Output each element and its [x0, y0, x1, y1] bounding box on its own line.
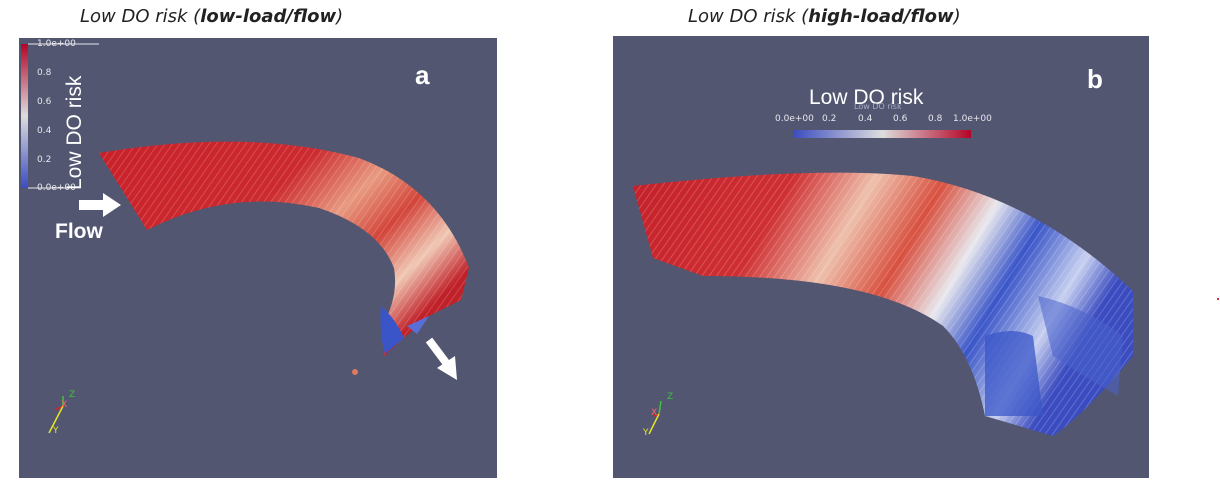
panel-b-title: Low DO risk (high-load/flow): [688, 6, 961, 27]
colorbar-a-tick: 1.0e+00: [37, 39, 76, 49]
axis-label-x-a: X: [61, 400, 68, 410]
panel-a-title: Low DO risk (low-load/flow): [80, 6, 344, 27]
axis-label-x-b: X: [651, 408, 658, 418]
panel-b-letter: b: [1087, 64, 1103, 94]
colorbar-b-tick: 0.8: [928, 114, 943, 124]
colorbar-b-subtitle: Low DO risk: [854, 102, 902, 111]
panel-a-low-risk-pocket: [380, 306, 404, 354]
axis-label-y-a: Y: [53, 426, 59, 436]
colorbar-a: [21, 44, 28, 188]
colorbar-b: [793, 130, 971, 138]
colorbar-a-title: Low DO risk: [63, 75, 86, 190]
colorbar-a-tick: 0.8: [37, 68, 52, 78]
panel-a-viewport: 1.0e+00 0.8 0.6 0.4 0.2 0.0e+00 Low DO r…: [19, 38, 497, 478]
flow-outlet-arrow: [425, 337, 457, 380]
axis-label-y-b: Y: [643, 428, 649, 438]
panel-b-viewport: Low DO risk Low DO risk 0.0e+00 0.2 0.4 …: [613, 36, 1149, 478]
orientation-axes-b: [648, 400, 662, 435]
stray-mark: [1217, 298, 1219, 300]
colorbar-b-title: Low DO risk: [809, 86, 924, 109]
flow-inlet-arrow: [79, 193, 121, 217]
colorbar-a-tick: 0.4: [37, 126, 52, 136]
colorbar-b-tick: 0.6: [893, 114, 908, 124]
flow-label: Flow: [55, 220, 103, 243]
colorbar-b-tick: 0.0e+00: [775, 114, 814, 124]
colorbar-a-tick: 0.6: [37, 97, 52, 107]
panel-a-render: [21, 43, 469, 434]
colorbar-b-tick: 1.0e+00: [953, 114, 992, 124]
axis-label-z-b: Z: [667, 392, 674, 402]
panel-a-stray-point: [352, 369, 358, 375]
panel-a-letter: a: [415, 60, 430, 90]
orientation-axes-a: [48, 396, 64, 434]
panel-b-render: [633, 130, 1133, 436]
colorbar-a-tick: 0.2: [37, 155, 52, 165]
colorbar-b-tick: 0.4: [858, 114, 873, 124]
panel-b-low-risk-region: [985, 331, 1043, 416]
colorbar-b-tick: 0.2: [822, 114, 837, 124]
colorbar-a-tick: 0.0e+00: [37, 183, 76, 193]
axis-label-z-a: Z: [69, 390, 76, 400]
